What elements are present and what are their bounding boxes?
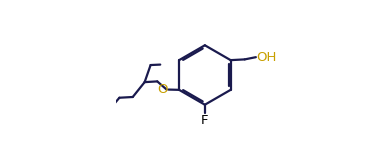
Text: OH: OH <box>256 51 277 64</box>
Text: F: F <box>201 114 209 127</box>
Text: O: O <box>157 83 168 96</box>
